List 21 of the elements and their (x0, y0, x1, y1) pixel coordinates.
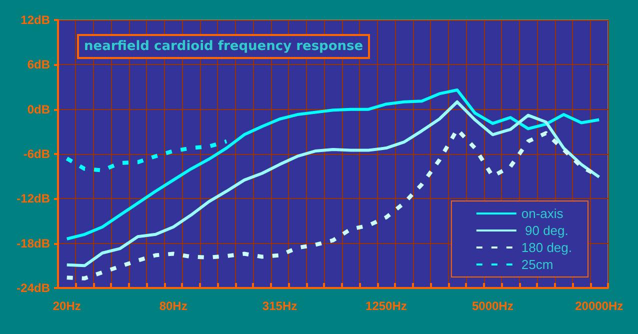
legend-label: 90 deg. (521, 223, 568, 238)
x-tick-label: 20Hz (52, 299, 81, 313)
x-tick-label: 315Hz (262, 299, 298, 313)
y-tick-label: -12dB (16, 192, 50, 206)
y-tick-label: 12dB (20, 13, 50, 27)
y-tick-label: 6dB (27, 58, 50, 72)
y-tick-label: -24dB (16, 281, 50, 295)
legend-label: on-axis (521, 206, 564, 221)
x-tick-label: 80Hz (159, 299, 188, 313)
x-tick-label: 20000Hz (575, 299, 624, 313)
y-tick-label: 0dB (27, 102, 50, 116)
line-series (65, 100, 601, 268)
line-series (64, 139, 229, 172)
text: nearfield cardioid frequency response (84, 39, 364, 54)
legend-label: 25cm (521, 257, 554, 272)
legend-label: 180 deg. (521, 240, 572, 255)
x-tick-label: 5000Hz (472, 299, 514, 313)
line-series (65, 88, 601, 240)
y-tick-label: -18dB (16, 236, 50, 250)
y-tick-label: -6dB (23, 147, 50, 161)
x-tick-label: 1250Hz (366, 299, 407, 313)
